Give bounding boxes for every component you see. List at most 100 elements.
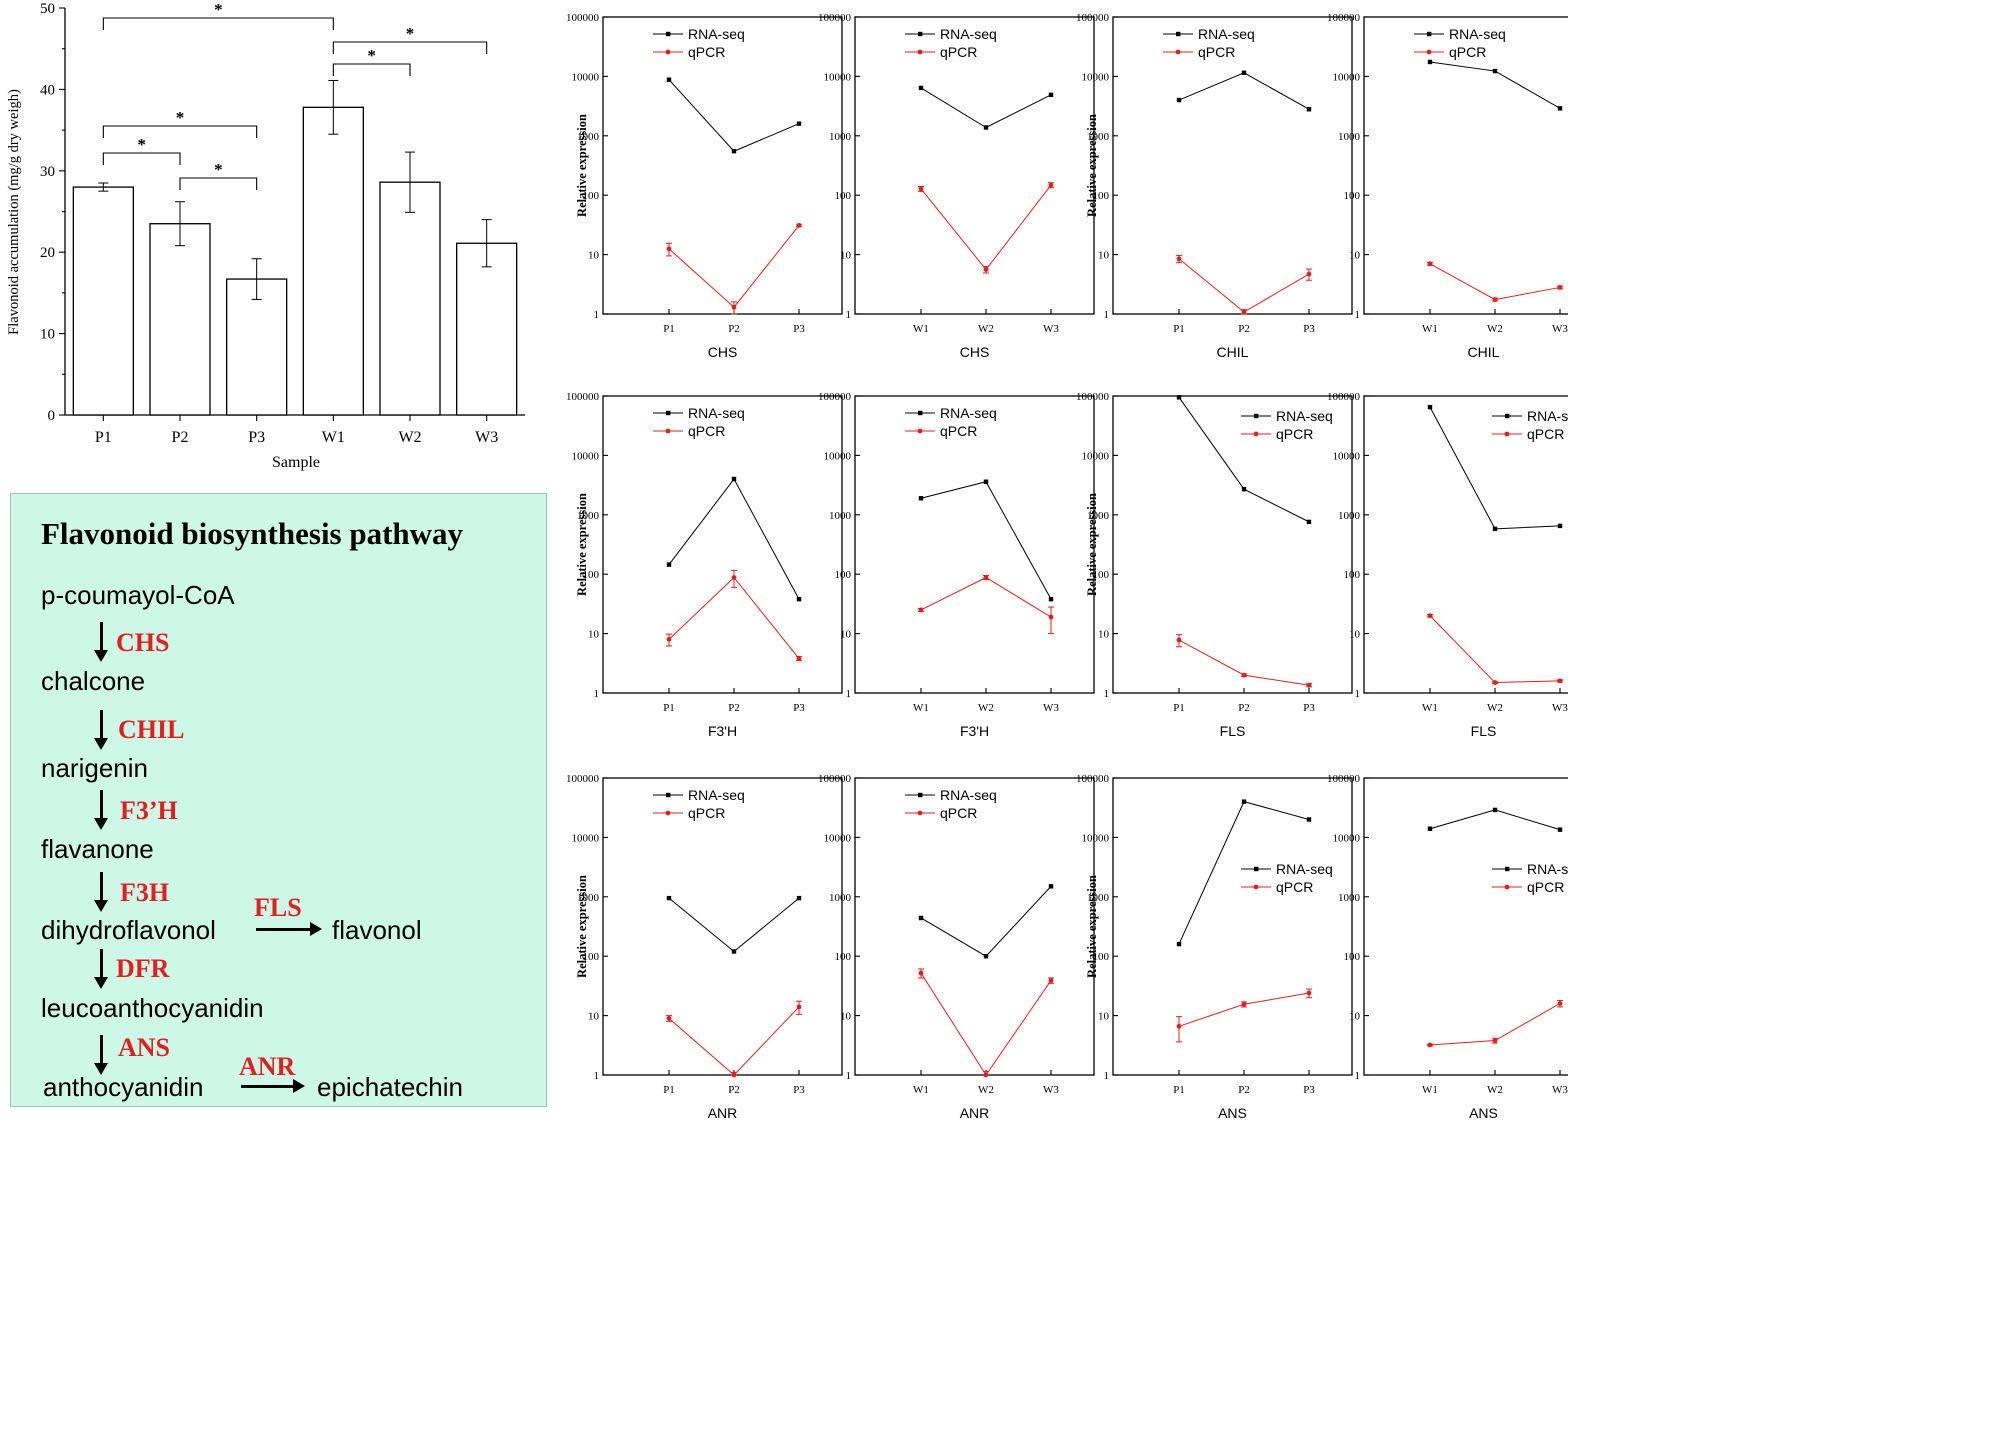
panel-x-tick-label: P1 [663, 702, 675, 714]
panel-x-tick-label: W2 [978, 323, 994, 335]
panel-x-tick-label: W1 [1422, 702, 1438, 714]
panel-ylabel: Relative expression [1085, 114, 1099, 217]
rna-seq-point [918, 85, 924, 91]
rna-seq-point [918, 496, 924, 501]
qpcr-point [918, 970, 924, 976]
rna-seq-point [1427, 826, 1433, 831]
panel-y-tick-label: 10 [840, 629, 852, 641]
expression-panel-10: 1 10 100 1000 10000 100000 W1 W2 W3 ANR RNA-seq qPC… [818, 773, 1095, 1120]
panel-y-tick-label: 1000 [577, 510, 600, 522]
bar-plot-area: 0 10 20 30 40 50 P1 P2 P3 W1 W2 W3 * * * * * * [40, 0, 525, 446]
panel-x-tick-label: W1 [913, 702, 929, 714]
panel-x-tick-label: W3 [1552, 1084, 1568, 1096]
panel-ylabel: Relative expression [1085, 493, 1099, 596]
panel-y-tick-label: 10 [588, 250, 600, 262]
enzyme-f3h: F3H [120, 878, 170, 907]
bar-x-tick-label: W1 [322, 429, 345, 446]
panel-y-tick-label: 100 [1344, 190, 1361, 202]
panel-y-tick-label: 10000 [1082, 71, 1110, 83]
panel-y-tick-label: 1000 [577, 131, 600, 143]
legend-marker-qpcr [917, 810, 923, 816]
legend-marker-rna-seq [1427, 31, 1432, 37]
panel-x-tick-label: P2 [1238, 1084, 1250, 1096]
panel-y-tick-label: 1 [594, 309, 600, 321]
bar-y-tick-label: 0 [48, 408, 56, 424]
panel-y-tick-label: 1 [594, 688, 600, 700]
panel-y-tick-label: 100 [1093, 951, 1110, 963]
panel-y-tick-label: 100000 [1327, 773, 1361, 785]
compound-flavonol: flavonol [332, 915, 422, 945]
panel-frame [1112, 16, 1353, 315]
enzyme-f3-prime-h: F3’H [120, 796, 178, 825]
panel-y-tick-label: 100000 [818, 391, 852, 403]
qpcr-point [796, 223, 802, 228]
bar-P1 [72, 186, 134, 416]
qpcr-point [918, 607, 924, 613]
rna-seq-point [731, 149, 737, 154]
significance-star: * [214, 0, 223, 19]
qpcr-point [1048, 978, 1054, 983]
panel-y-tick-label: 1000 [829, 510, 852, 522]
qpcr-point [1306, 271, 1312, 277]
panel-ylabel: Relative expression [575, 493, 589, 596]
panel-y-tick-label: 1 [1104, 688, 1110, 700]
expression-panel-6: 1 10 100 1000 10000 100000 W1 W2 W3 F3'H RNA-seq qP… [818, 391, 1095, 739]
rna-seq-point [796, 596, 802, 602]
legend-label-qpcr: qPCR [1449, 44, 1486, 60]
compound-anthocyanidin: anthocyanidin [43, 1072, 204, 1102]
significance-bracket [102, 125, 258, 138]
panel-y-tick-label: 10 [1098, 1011, 1110, 1023]
bar-W2 [379, 181, 441, 416]
legend-marker-rna-seq [666, 31, 671, 37]
arrow-down-icon [94, 710, 108, 750]
legend-marker-qpcr [1504, 884, 1510, 890]
expression-panel-1: 1 10 100 1000 10000 100000 P1 P2 P3 CHS Relative e… [566, 12, 843, 360]
panel-y-tick-label: 1 [1355, 309, 1361, 321]
flavonoid-bar-chart: 0 10 20 30 40 50 P1 P2 P3 W1 W2 W3 * * * * * * Sample Fla… [6, 0, 525, 471]
rna-seq-point [731, 476, 737, 482]
rna-seq-point [1241, 486, 1247, 492]
panel-y-tick-label: 10000 [1333, 832, 1361, 844]
panel-x-tick-label: W3 [1043, 323, 1059, 335]
legend-label-rna-seq: RNA-seq [940, 26, 997, 42]
panel-y-tick-label: 100 [583, 951, 600, 963]
qpcr-point [1427, 1042, 1433, 1048]
panel-frame [602, 395, 843, 694]
panel-y-tick-label: 100 [1344, 951, 1361, 963]
bar-x-tick-label: P1 [95, 429, 112, 446]
legend-label-qpcr: qPCR [940, 44, 977, 60]
panel-x-tick-label: W1 [1422, 1084, 1438, 1096]
panel-y-tick-label: 100000 [1076, 12, 1110, 24]
legend-label-qpcr: qPCR [688, 423, 725, 439]
panel-x-tick-label: P2 [1238, 323, 1250, 335]
significance-star: * [406, 24, 415, 43]
arrow-right-icon [241, 1079, 305, 1093]
rna-seq-point [1048, 884, 1054, 889]
panel-y-tick-label: 100 [835, 951, 852, 963]
qpcr-point [1492, 297, 1498, 302]
rna-seq-point [1176, 395, 1182, 400]
panel-y-tick-label: 100 [835, 190, 852, 202]
significance-star: * [176, 108, 185, 127]
significance-bracket [179, 177, 258, 190]
qpcr-point [1241, 1001, 1247, 1007]
panel-y-tick-label: 10 [1098, 629, 1110, 641]
panel-x-tick-label: P1 [663, 1084, 675, 1096]
qpcr-point [666, 1015, 672, 1021]
panel-x-tick-label: P2 [728, 323, 740, 335]
legend-label-qpcr: qPCR [1527, 879, 1564, 895]
panel-y-tick-label: 10 [588, 1011, 600, 1023]
panel-y-tick-label: 100000 [1076, 773, 1110, 785]
qpcr-point [796, 656, 802, 661]
legend-label-rna-seq: RNA-seq [1527, 861, 1568, 877]
rna-seq-point [1427, 59, 1433, 65]
qpcr-point [666, 636, 672, 642]
panel-y-tick-label: 1 [1104, 309, 1110, 321]
rna-seq-point [1306, 107, 1312, 112]
significance-bracket [102, 152, 181, 165]
legend-marker-qpcr [665, 49, 671, 55]
panel-y-tick-label: 100 [1344, 569, 1361, 581]
arrow-down-icon [94, 949, 108, 989]
panel-x-tick-label: W2 [1487, 702, 1503, 714]
rna-seq-point [1427, 404, 1433, 410]
